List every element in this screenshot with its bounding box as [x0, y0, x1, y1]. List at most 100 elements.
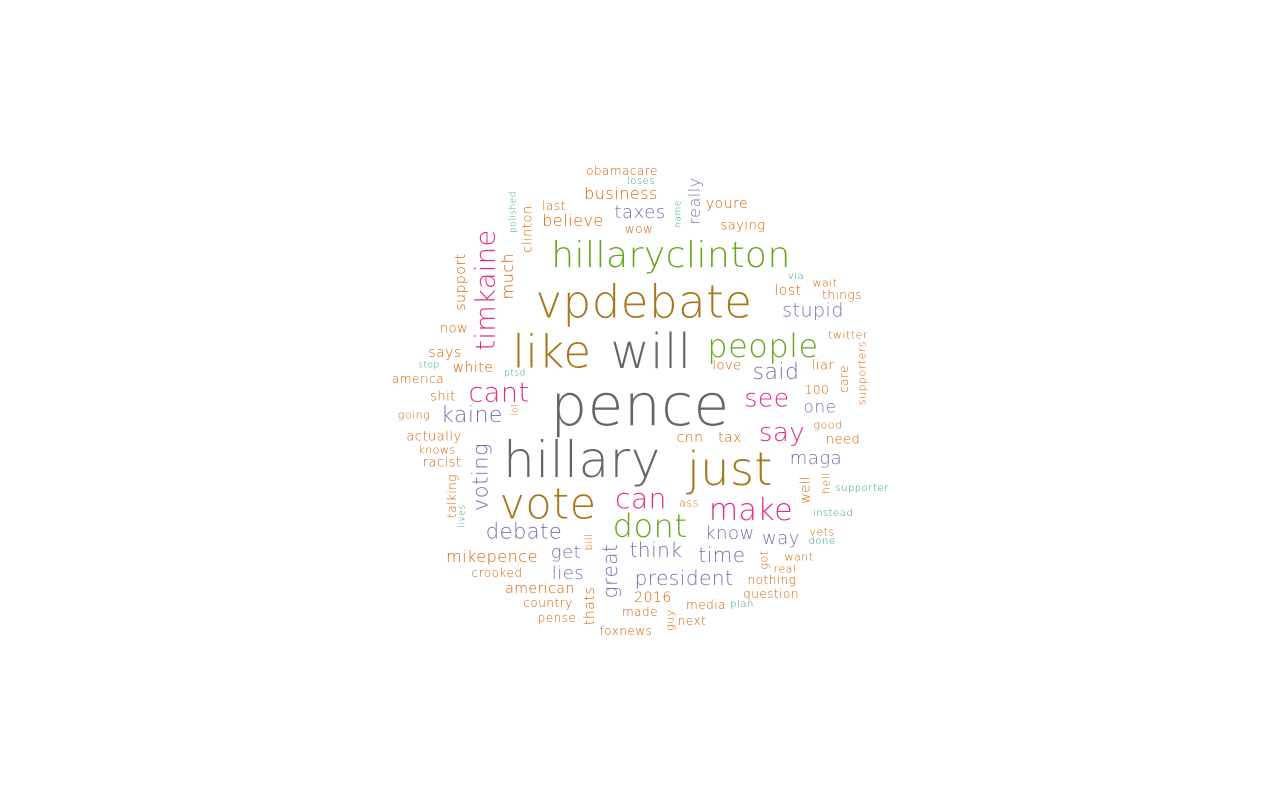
word-great: great	[598, 543, 622, 599]
word-get: get	[550, 542, 582, 563]
word-cnn: cnn	[676, 430, 704, 446]
word-now: now	[439, 321, 469, 337]
word-guy: guy	[663, 609, 677, 631]
word-media: media	[686, 598, 726, 612]
word-lies: lies	[551, 563, 585, 584]
word-support: support	[453, 253, 469, 311]
word-wow: wow	[624, 222, 654, 236]
word-people: people	[707, 327, 819, 365]
word-clinton: clinton	[520, 205, 536, 253]
word-one: one	[803, 397, 837, 418]
word-racist: racist	[422, 455, 462, 471]
word-america: america	[391, 372, 445, 386]
word-say: say	[758, 418, 806, 448]
word-can: can	[615, 482, 667, 515]
word-much: much	[498, 252, 517, 300]
word-country: country	[523, 596, 573, 610]
word-think: think	[629, 538, 683, 562]
word-like: like	[512, 325, 592, 379]
word-saying: saying	[720, 218, 766, 234]
word-loses: loses	[627, 176, 655, 187]
word-care: care	[837, 364, 851, 394]
word-will: will	[610, 324, 692, 380]
word-supporter: supporter	[835, 483, 889, 494]
word-ptsd: ptsd	[504, 368, 526, 379]
word-supporters: supporters	[855, 340, 869, 406]
word-business: business	[584, 184, 658, 203]
word-debate: debate	[485, 519, 563, 544]
word-instead: instead	[812, 508, 854, 519]
word-make: make	[708, 493, 794, 528]
word-real: real	[773, 562, 797, 576]
word-vpdebate: vpdebate	[535, 275, 753, 329]
word-got: got	[757, 550, 771, 570]
word-youre: youre	[705, 196, 749, 212]
word-tax: tax	[718, 430, 742, 446]
word-obamacare: obamacare	[586, 164, 658, 178]
word-shit: shit	[430, 389, 456, 405]
word-liar: liar	[811, 358, 835, 374]
word-just: just	[687, 442, 773, 496]
word-lives: lives	[457, 504, 468, 528]
word-pence: pence	[550, 371, 730, 439]
word-maga: maga	[789, 448, 843, 469]
word-stupid: stupid	[782, 299, 844, 322]
word-talking: talking	[445, 474, 459, 518]
word-good: good	[813, 418, 843, 432]
word-know: know	[705, 523, 755, 544]
word-vets: vets	[809, 525, 835, 539]
word-thats: thats	[582, 586, 598, 626]
word-lost: lost	[774, 283, 802, 299]
word-actually: actually	[406, 429, 462, 445]
word-2016: 2016	[634, 590, 672, 606]
word-said: said	[752, 360, 800, 385]
word-stop: stop	[418, 360, 440, 371]
word-100: 100	[804, 383, 830, 397]
word-done: done	[808, 536, 836, 547]
word-need: need	[825, 432, 861, 448]
word-vote: vote	[499, 479, 597, 530]
word-twitter: twitter	[828, 328, 868, 342]
word-timkaine: timkaine	[470, 229, 502, 351]
word-plan: plan	[730, 599, 754, 610]
word-foxnews: foxnews	[599, 624, 653, 638]
word-hell: hell	[819, 472, 833, 494]
word-polished: polished	[508, 191, 519, 233]
word-hillary: hillary	[503, 431, 661, 489]
word-wait: wait	[812, 276, 838, 290]
word-things: things	[822, 288, 862, 302]
word-mikepence: mikepence	[446, 547, 538, 566]
word-want: want	[784, 550, 814, 564]
word-believe: believe	[542, 211, 604, 230]
word-last: last	[542, 199, 566, 213]
word-knows: knows	[418, 443, 456, 457]
word-cant: cant	[468, 377, 530, 409]
word-well: well	[798, 476, 814, 504]
word-says: says	[428, 345, 462, 361]
word-crooked: crooked	[471, 566, 523, 580]
word-ass: ass	[679, 496, 699, 510]
word-american: american	[505, 581, 575, 597]
word-lol: lol	[510, 403, 521, 417]
word-nothing: nothing	[747, 573, 797, 587]
word-question: question	[743, 587, 799, 601]
word-going: going	[397, 408, 431, 422]
word-love: love	[712, 358, 742, 374]
word-bill: bill	[584, 533, 595, 551]
word-white: white	[452, 360, 494, 376]
word-president: president	[634, 566, 734, 590]
word-time: time	[698, 543, 746, 567]
word-really: really	[685, 177, 704, 225]
word-made: made	[621, 605, 659, 619]
word-hillaryclinton: hillaryclinton	[551, 235, 791, 276]
word-kaine: kaine	[441, 403, 503, 428]
word-way: way	[762, 528, 800, 549]
word-dont: dont	[612, 507, 688, 545]
word-via: via	[787, 271, 805, 282]
word-name: name	[673, 200, 684, 228]
word-pense: pense	[537, 611, 577, 625]
word-taxes: taxes	[614, 202, 666, 223]
word-voting: voting	[468, 442, 493, 512]
word-next: next	[677, 614, 707, 628]
